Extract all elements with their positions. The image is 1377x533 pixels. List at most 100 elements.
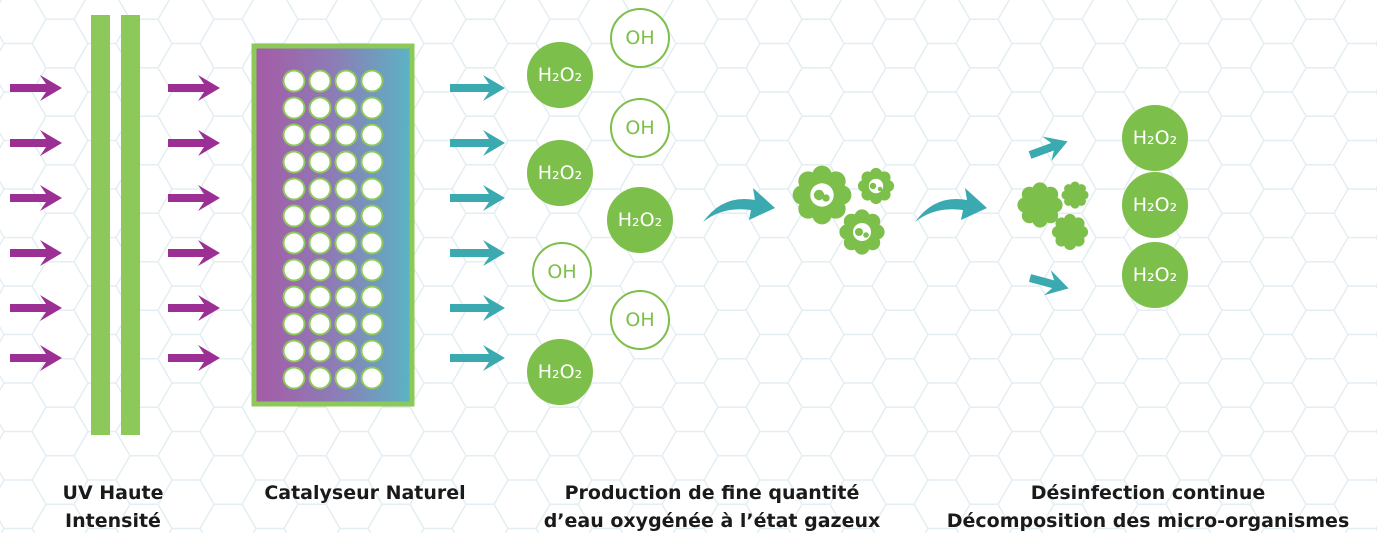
catalyst-hole	[282, 366, 306, 390]
catalyst-hole	[334, 123, 358, 147]
catalyst-hole	[308, 96, 332, 120]
molecule	[610, 8, 670, 68]
step-label: UV Haute	[63, 482, 164, 504]
catalyst-hole	[308, 366, 332, 390]
output-arrow	[450, 75, 505, 101]
catalyst-hole	[334, 312, 358, 336]
uv-arrow	[10, 75, 62, 101]
uv-arrow	[168, 240, 220, 266]
catalyst-hole	[360, 366, 384, 390]
catalyst-hole	[308, 69, 332, 93]
catalyst-hole	[308, 231, 332, 255]
catalyst-hole	[360, 231, 384, 255]
molecule	[607, 187, 673, 253]
microbe	[1057, 219, 1083, 245]
catalyst-hole	[308, 312, 332, 336]
catalyst-hole	[308, 285, 332, 309]
molecule-label: OH	[547, 261, 576, 283]
microbe-dot	[855, 228, 863, 236]
microbe	[1024, 189, 1056, 221]
catalyst-hole	[282, 258, 306, 282]
output-arrow	[450, 295, 505, 321]
catalyst-hole	[282, 312, 306, 336]
catalyst-hole	[308, 177, 332, 201]
catalyst-hole	[360, 258, 384, 282]
catalyst-hole	[360, 339, 384, 363]
uv-arrow	[168, 130, 220, 156]
uv-arrow	[168, 295, 220, 321]
catalyst-hole	[282, 339, 306, 363]
molecule	[1122, 172, 1188, 238]
molecule-label: H₂O₂	[1133, 264, 1177, 286]
catalyst-hole	[308, 123, 332, 147]
molecule-label: H₂O₂	[538, 64, 582, 86]
molecule	[610, 290, 670, 350]
catalyst-hole	[282, 69, 306, 93]
molecule	[1122, 242, 1188, 308]
catalyst-hole	[360, 123, 384, 147]
curved-arrow	[915, 188, 987, 222]
microbe-dot	[813, 189, 825, 201]
catalyst-hole	[334, 150, 358, 174]
step-label: Catalyseur Naturel	[264, 482, 465, 504]
catalyst-hole	[334, 204, 358, 228]
catalyst-hole	[282, 150, 306, 174]
layer: OH H₂O₂ OH H₂O₂ H₂O₂ OH OH H₂O₂ H₂O₂ H₂O₂ H₂O₂ UV H…	[10, 8, 1350, 532]
molecule-label: H₂O₂	[618, 209, 662, 231]
catalyst-hole	[308, 339, 332, 363]
catalyst-hole	[334, 366, 358, 390]
step-label: d’eau oxygénée à l’état gazeux	[544, 510, 881, 532]
catalyst-hole	[334, 96, 358, 120]
catalyst-hole	[282, 285, 306, 309]
molecule-label: H₂O₂	[1133, 194, 1177, 216]
catalyst-hole	[360, 96, 384, 120]
small-arrow	[1028, 136, 1068, 162]
microbe-dot	[869, 182, 877, 190]
molecule-label: H₂O₂	[1133, 127, 1177, 149]
catalyst-hole	[334, 231, 358, 255]
microbe-dot	[863, 232, 869, 238]
molecule-label: OH	[625, 27, 654, 49]
catalyst-hole	[360, 177, 384, 201]
molecule	[527, 42, 593, 108]
catalyst-hole	[308, 204, 332, 228]
uv-lamp	[121, 15, 140, 435]
catalyst	[251, 43, 415, 407]
catalyst-hole	[334, 177, 358, 201]
catalyst-hole	[308, 258, 332, 282]
catalyst-hole	[282, 96, 306, 120]
catalyst-hole	[334, 339, 358, 363]
uv-arrow	[168, 185, 220, 211]
uv-arrow	[168, 345, 220, 371]
output-arrow	[450, 240, 505, 266]
molecule	[1122, 105, 1188, 171]
catalyst-hole	[334, 258, 358, 282]
molecule-label: H₂O₂	[538, 361, 582, 383]
catalyst-hole	[334, 285, 358, 309]
molecule-label: OH	[625, 117, 654, 139]
catalyst-hole	[282, 123, 306, 147]
molecule	[610, 98, 670, 158]
microbe-dot	[877, 186, 883, 192]
uv-arrow	[10, 130, 62, 156]
uv-arrow	[168, 75, 220, 101]
step-label: Décomposition des micro-organismes	[947, 510, 1350, 532]
uv-arrow	[10, 345, 62, 371]
output-arrow	[450, 185, 505, 211]
uv-arrow	[10, 185, 62, 211]
curved-arrow	[703, 188, 775, 222]
catalyst-hole	[308, 150, 332, 174]
catalyst-hole	[282, 204, 306, 228]
molecule	[532, 242, 592, 302]
molecule-label: OH	[625, 309, 654, 331]
output-arrow	[450, 345, 505, 371]
microbe	[1065, 185, 1085, 205]
catalyst-hole	[360, 312, 384, 336]
uv-arrow	[10, 240, 62, 266]
microbe-dot	[822, 194, 830, 202]
step-label: Production de fine quantité	[565, 482, 860, 504]
catalyst-hole	[360, 285, 384, 309]
molecule	[527, 140, 593, 206]
